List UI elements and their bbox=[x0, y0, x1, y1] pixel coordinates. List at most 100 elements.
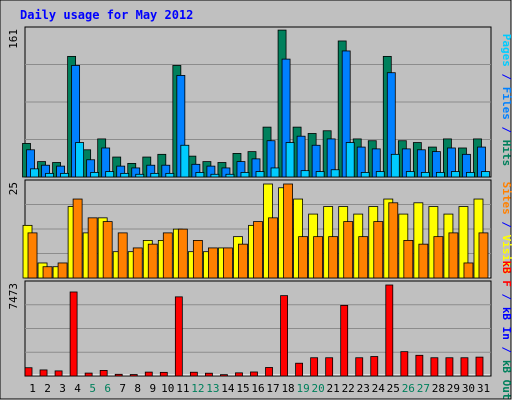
bar-sites-day-13 bbox=[208, 247, 218, 279]
bar-visits-day-27 bbox=[413, 202, 424, 279]
y-axis-label: Sites / Visits bbox=[500, 182, 512, 275]
chart-title: Daily usage for May 2012 bbox=[20, 8, 193, 22]
bar-pages-day-25 bbox=[390, 153, 400, 178]
x-tick-label: 29 bbox=[447, 382, 460, 395]
x-tick-label: 25 bbox=[387, 382, 400, 395]
y-axis-label-part: / bbox=[500, 340, 512, 360]
y-axis-label-part: / bbox=[500, 287, 512, 307]
x-tick-label: 27 bbox=[417, 382, 430, 395]
x-tick-label: 23 bbox=[357, 382, 370, 395]
bar-pages-day-1 bbox=[30, 168, 39, 178]
bar-kb-f-day-20 bbox=[310, 357, 319, 377]
bar-sites-day-29 bbox=[448, 232, 459, 279]
y-axis-label-part: / bbox=[500, 215, 512, 235]
x-tick-label: 13 bbox=[206, 382, 219, 395]
x-tick-label: 12 bbox=[191, 382, 204, 395]
bar-sites-day-23 bbox=[358, 236, 369, 279]
bar-sites-day-3 bbox=[57, 262, 68, 279]
bar-kb-f-day-12 bbox=[189, 371, 198, 377]
bar-pages-day-22 bbox=[345, 142, 355, 178]
bar-kb-f-day-16 bbox=[250, 371, 258, 377]
bar-sites-day-2 bbox=[42, 266, 53, 279]
bar-kb-f-day-6 bbox=[99, 369, 108, 377]
bar-pages-day-21 bbox=[330, 169, 340, 178]
series-visits bbox=[22, 183, 484, 279]
x-tick-label: 16 bbox=[251, 382, 264, 395]
bar-pages-day-18 bbox=[285, 142, 295, 178]
x-tick-label: 5 bbox=[89, 382, 96, 395]
bar-kb-f-day-27 bbox=[415, 354, 424, 377]
x-tick-label: 3 bbox=[59, 382, 66, 395]
bar-sites-day-30 bbox=[463, 262, 474, 279]
panel-hits-files-pages: 161 Pages / Files / Hits bbox=[7, 26, 512, 178]
bar-sites-day-9 bbox=[147, 243, 158, 279]
bar-sites-day-7 bbox=[117, 232, 128, 279]
bar-pages-day-4 bbox=[75, 142, 85, 178]
x-tick-label: 7 bbox=[119, 382, 126, 395]
y-axis-label-part: Pages bbox=[500, 34, 512, 67]
bar-pages-day-8 bbox=[135, 173, 145, 178]
bar-sites-day-28 bbox=[433, 236, 444, 279]
bar-pages-day-24 bbox=[375, 171, 385, 178]
series-files bbox=[26, 50, 486, 178]
bar-pages-day-7 bbox=[120, 172, 130, 178]
bar-kb-f-day-28 bbox=[430, 357, 439, 377]
bar-kb-f-day-4 bbox=[69, 291, 78, 377]
x-tick-label: 22 bbox=[342, 382, 355, 395]
x-tick-label: 9 bbox=[149, 382, 156, 395]
x-tick-label: 20 bbox=[312, 382, 325, 395]
bar-pages-day-15 bbox=[240, 172, 250, 178]
bar-pages-day-16 bbox=[255, 171, 265, 178]
bar-kb-f-day-11 bbox=[174, 296, 183, 377]
bar-pages-day-2 bbox=[45, 172, 54, 178]
bar-sites-day-18 bbox=[283, 183, 293, 279]
bar-pages-day-19 bbox=[300, 170, 310, 178]
panel-visits-sites: 25 Sites / Visits bbox=[7, 179, 512, 279]
x-tick-label: 21 bbox=[327, 382, 340, 395]
bar-sites-day-8 bbox=[132, 247, 143, 279]
y-axis-label-part: / bbox=[500, 67, 512, 87]
series-pages bbox=[30, 142, 490, 178]
bar-kb-f-day-26 bbox=[400, 351, 409, 377]
panel-kbytes: 7473 kB F / kB In / kB Out bbox=[7, 260, 512, 399]
bar-sites-day-14 bbox=[223, 247, 233, 279]
bar-pages-day-14 bbox=[225, 173, 235, 178]
bar-sites-day-1 bbox=[27, 232, 38, 279]
y-axis-label: Pages / Files / Hits bbox=[500, 34, 512, 167]
bar-kb-f-day-15 bbox=[235, 372, 243, 377]
bar-pages-day-13 bbox=[210, 173, 220, 178]
y-axis-label-part: / bbox=[500, 120, 512, 140]
bar-sites-day-21 bbox=[328, 236, 339, 279]
bar-pages-day-20 bbox=[315, 171, 325, 178]
bar-sites-day-19 bbox=[298, 236, 308, 279]
x-tick-label: 14 bbox=[221, 382, 235, 395]
y-max-label: 25 bbox=[7, 182, 20, 195]
x-tick-label: 26 bbox=[402, 382, 415, 395]
bar-pages-day-26 bbox=[405, 171, 415, 178]
bar-pages-day-23 bbox=[360, 172, 370, 178]
bar-sites-day-15 bbox=[238, 243, 248, 279]
bar-kb-f-day-2 bbox=[39, 369, 48, 377]
bar-kb-f-day-3 bbox=[54, 370, 63, 377]
bar-kb-f-day-13 bbox=[205, 372, 213, 377]
x-tick-label: 4 bbox=[74, 382, 81, 395]
bar-kb-f-day-29 bbox=[445, 357, 454, 377]
bar-pages-day-31 bbox=[481, 171, 490, 178]
bar-pages-day-28 bbox=[435, 172, 445, 178]
y-axis-label-part: kB F bbox=[500, 260, 512, 287]
y-axis-label-part: kB In bbox=[500, 307, 512, 340]
bar-visits-day-30 bbox=[458, 206, 469, 279]
bar-kb-f-day-31 bbox=[475, 356, 484, 377]
bar-sites-day-25 bbox=[388, 202, 399, 279]
bar-kb-f-day-23 bbox=[355, 357, 364, 377]
bar-kb-f-day-10 bbox=[159, 371, 168, 377]
bar-kb-f-day-5 bbox=[84, 372, 93, 377]
x-tick-label: 8 bbox=[134, 382, 141, 395]
bar-sites-day-6 bbox=[102, 221, 113, 279]
bar-kb-f-day-21 bbox=[325, 357, 334, 377]
x-tick-label: 2 bbox=[44, 382, 51, 395]
x-tick-label: 15 bbox=[236, 382, 249, 395]
bar-pages-day-6 bbox=[105, 171, 115, 178]
x-tick-label: 1 bbox=[29, 382, 36, 395]
bar-kb-f-day-24 bbox=[370, 356, 379, 377]
